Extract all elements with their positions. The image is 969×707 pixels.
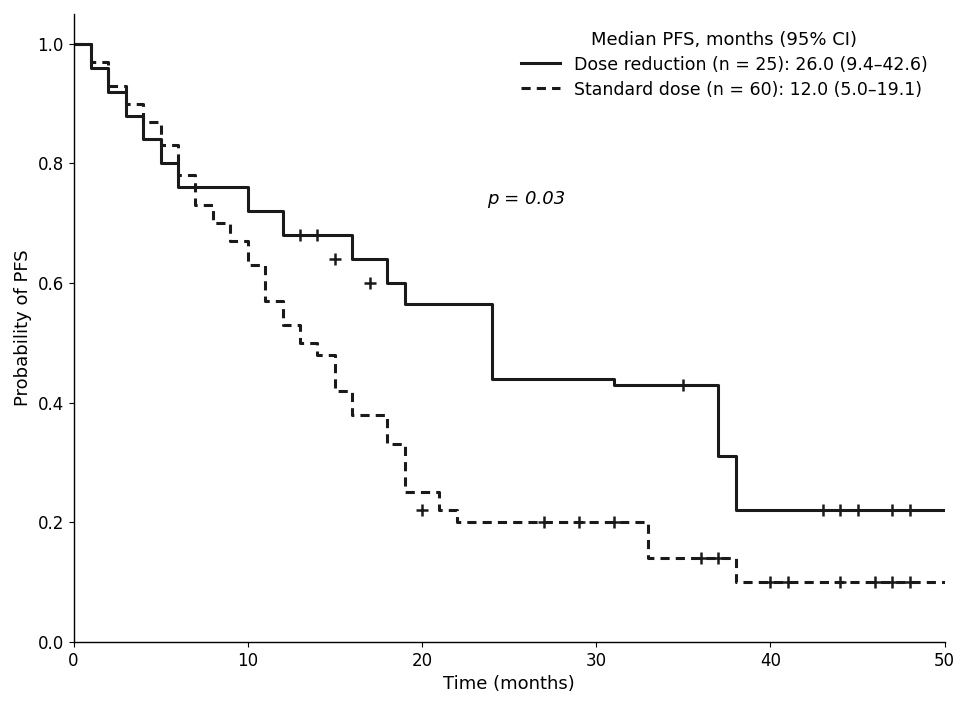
X-axis label: Time (months): Time (months) <box>443 675 575 693</box>
Y-axis label: Probability of PFS: Probability of PFS <box>14 250 32 407</box>
Legend: Dose reduction (n = 25): 26.0 (9.4–42.6), Standard dose (n = 60): 12.0 (5.0–19.1: Dose reduction (n = 25): 26.0 (9.4–42.6)… <box>513 23 936 108</box>
Text: p = 0.03: p = 0.03 <box>487 189 566 208</box>
